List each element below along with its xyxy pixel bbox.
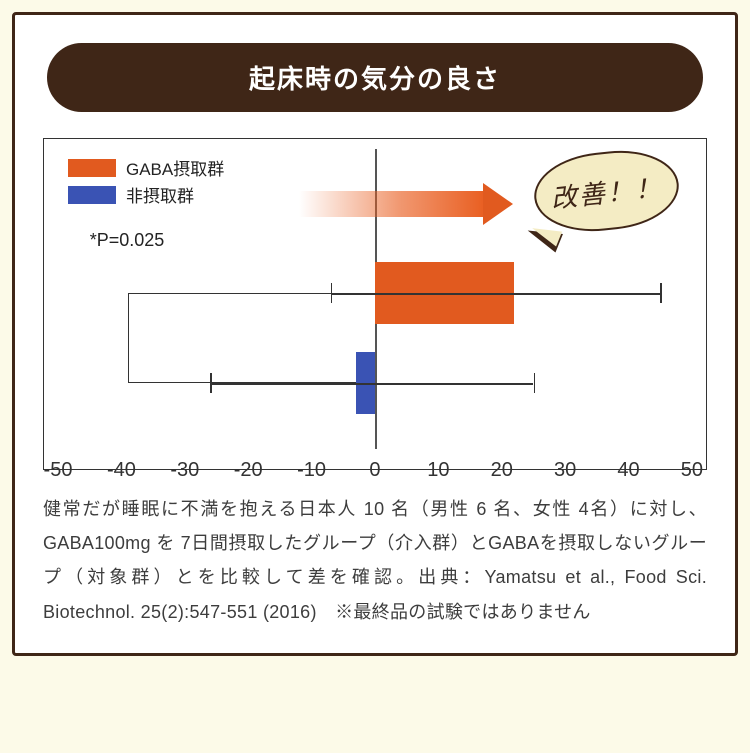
x-axis: -50-40-30-20-1001020304050 bbox=[58, 449, 692, 459]
comparison-bracket bbox=[128, 293, 363, 383]
chart-title: 起床時の気分の良さ bbox=[47, 43, 703, 112]
legend-label-gaba: GABA摂取群 bbox=[126, 155, 224, 180]
improvement-arrow-head bbox=[483, 183, 513, 225]
errorcap-control-low bbox=[210, 373, 212, 393]
legend-item-control: 非摂取群 bbox=[68, 182, 224, 207]
card: 起床時の気分の良さ GABA摂取群 非摂取群 * bbox=[12, 12, 738, 656]
legend-label-control: 非摂取群 bbox=[126, 182, 194, 207]
legend-swatch-gaba bbox=[68, 159, 116, 177]
legend-swatch-control bbox=[68, 186, 116, 204]
p-value-label: *P=0.025 bbox=[90, 230, 165, 251]
callout-bubble: 改善！！ bbox=[530, 145, 682, 238]
errorcap-control-high bbox=[534, 373, 536, 393]
errorbar-control bbox=[210, 383, 533, 385]
chart-frame: GABA摂取群 非摂取群 *P=0.025 bbox=[43, 138, 707, 470]
callout-text: 改善！！ bbox=[548, 167, 663, 216]
legend: GABA摂取群 非摂取群 bbox=[68, 155, 224, 209]
chart-description: 健常だが睡眠に不満を抱える日本人 10 名（男性 6 名、女性 4名）に対し、G… bbox=[43, 492, 707, 629]
plot-inner: GABA摂取群 非摂取群 *P=0.025 bbox=[58, 149, 692, 449]
plot-area: GABA摂取群 非摂取群 *P=0.025 bbox=[58, 149, 692, 449]
legend-item-gaba: GABA摂取群 bbox=[68, 155, 224, 180]
errorcap-gaba-low bbox=[331, 283, 333, 303]
errorbar-gaba bbox=[331, 293, 661, 295]
errorcap-gaba-high bbox=[660, 283, 662, 303]
improvement-arrow bbox=[299, 191, 483, 217]
